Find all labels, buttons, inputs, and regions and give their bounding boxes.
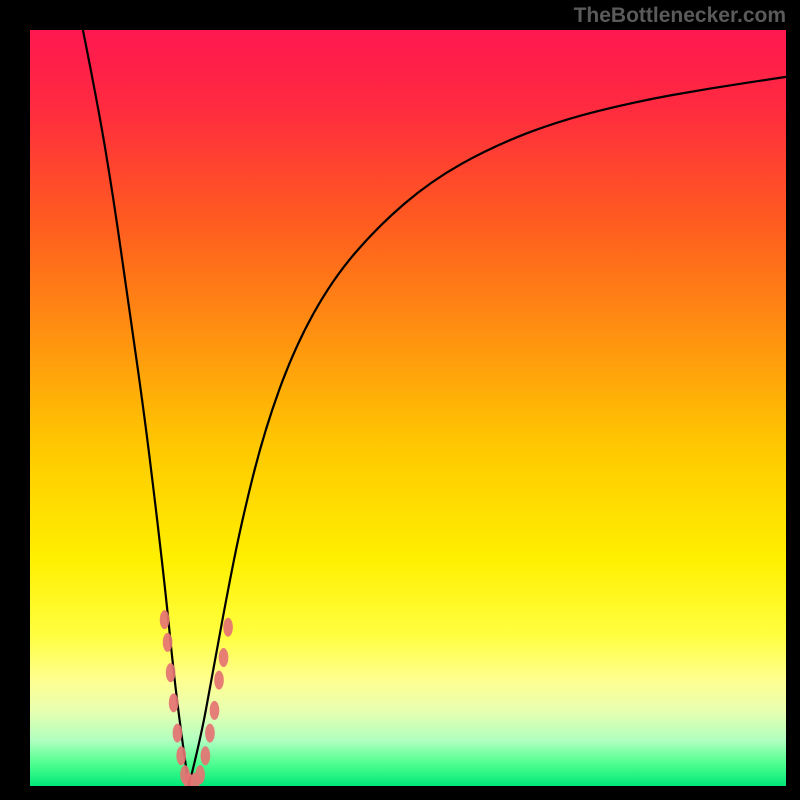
data-marker — [214, 671, 224, 690]
chart-svg — [30, 30, 786, 786]
data-marker — [166, 663, 176, 682]
data-marker — [201, 746, 211, 765]
chart-container: TheBottlenecker.com — [0, 0, 800, 800]
data-marker — [160, 610, 170, 629]
data-marker — [210, 701, 220, 720]
plot-area — [30, 30, 786, 786]
data-marker — [173, 724, 183, 743]
data-marker — [176, 746, 186, 765]
data-marker — [205, 724, 215, 743]
data-marker — [223, 618, 233, 637]
data-marker — [163, 633, 173, 652]
data-marker — [169, 693, 179, 712]
data-marker — [219, 648, 229, 667]
data-marker — [195, 765, 205, 784]
watermark-text: TheBottlenecker.com — [574, 4, 786, 28]
